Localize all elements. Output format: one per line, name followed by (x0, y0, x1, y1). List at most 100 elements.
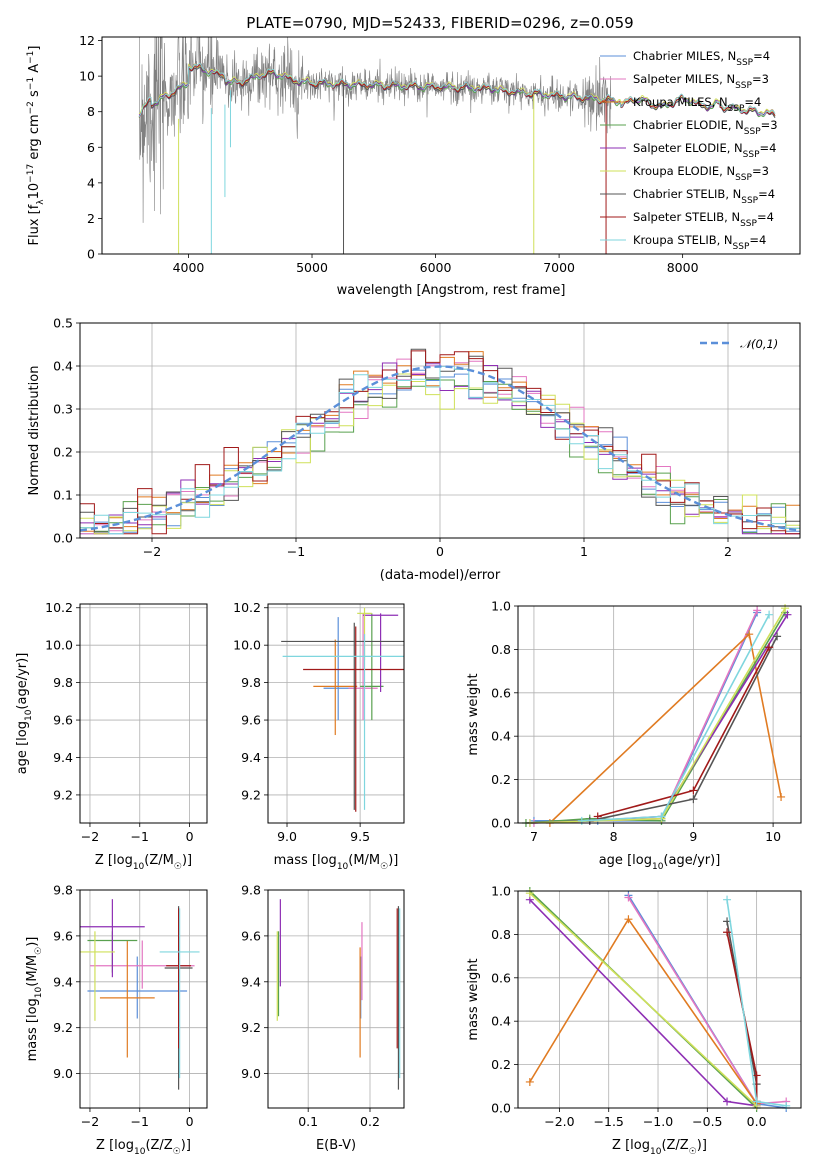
axes-frame (79, 889, 208, 1109)
mass-weight-marker (783, 610, 792, 619)
tick-label-y: 0.3 (53, 402, 73, 417)
tick-label-y: 0.5 (53, 316, 73, 331)
mass-weight-vs-age-panel: 7 8 9 10 0.0 0.2 0.4 0.6 0.8 1.0 age [log10(age/yr… (466, 599, 802, 872)
x-axis-label: Z [log10(Z/Z☉)] (612, 1138, 707, 1157)
mass-weight-marker (624, 893, 633, 902)
tick-label-x: 4000 (173, 260, 205, 275)
mass-weight-line (525, 612, 786, 824)
tick-label-y: 0.0 (53, 531, 73, 546)
tick-label-y: 10.2 (233, 600, 261, 615)
mass-weight-marker (752, 1097, 761, 1106)
residuals-panel: −2 −1 0 1 2 0.0 0.1 0.2 0.3 0.4 0.5 (data-model)/er… (27, 316, 801, 583)
mass-weight-marker (723, 895, 732, 904)
tick-label-y: 2 (87, 211, 95, 226)
mass-weight-line (529, 607, 786, 824)
mass-weight-marker (689, 786, 698, 795)
histogram-step (80, 365, 800, 535)
tick-label-x: −1 (131, 829, 149, 844)
mass-weight-marker (773, 632, 782, 641)
mass-weight-marker (765, 610, 774, 619)
model-spectrum (138, 63, 776, 118)
y-axis-label: age [log10(age/yr)] (15, 653, 34, 775)
spectrum-plot-area (138, 37, 776, 254)
x-axis-label: (data-model)/error (380, 568, 501, 583)
legend-entry: Chabrier STELIB, NSSP=4 (633, 187, 775, 206)
tick-label-x: −0.5 (692, 1114, 722, 1129)
figure-title: PLATE=0790, MJD=52433, FIBERID=0296, z=0… (246, 14, 633, 32)
y-axis-label: Flux [fλ10−17 erg cm−2 s−1 A−1] (26, 46, 46, 246)
tick-label-x: −1 (287, 544, 305, 559)
tick-label-y: 0.8 (491, 927, 511, 942)
tick-label-x: 7000 (543, 260, 575, 275)
tick-label-x: −1 (131, 1114, 149, 1129)
legend: 𝒩(0,1) (700, 337, 778, 351)
errorbar-area (276, 899, 401, 1090)
tick-label-y: 0.2 (491, 772, 511, 787)
histogram-step (80, 358, 800, 535)
axes-frame (267, 603, 405, 824)
tick-label-x: 5000 (296, 260, 328, 275)
tick-label-x: 9 (689, 829, 697, 844)
tick-label-x: 0.2 (360, 1114, 380, 1129)
legend-entry: Chabrier MILES, NSSP=4 (633, 49, 770, 68)
tick-label-x: −2.0 (544, 1114, 574, 1129)
mass-weight-marker (723, 928, 732, 937)
axes-frame (101, 36, 801, 255)
tick-label-y: 9.6 (241, 713, 261, 728)
legend-entry: Salpeter ELODIE, NSSP=4 (633, 141, 776, 160)
mass-weight-line (529, 892, 758, 1107)
tick-label-y: 0.4 (53, 359, 73, 374)
mass-weight-marker (689, 795, 698, 804)
histogram-area (80, 348, 800, 535)
mass-weight-marker (752, 1071, 761, 1080)
tick-label-y: 9.4 (53, 974, 73, 989)
tick-label-x: 1 (580, 544, 588, 559)
mass-weight-line (549, 632, 782, 824)
axes-frame (517, 890, 802, 1109)
mass-weight-marker (777, 792, 786, 801)
x-axis-label: wavelength [Angstrom, rest frame] (337, 283, 566, 298)
tick-label-y: 0.2 (491, 1057, 511, 1072)
tick-label-y: 12 (79, 33, 95, 48)
y-axis-label: mass weight (466, 958, 481, 1040)
axes-frame (79, 322, 801, 539)
errorbar-area (78, 608, 200, 812)
line-area (521, 604, 792, 827)
tick-label-y: 9.6 (53, 713, 73, 728)
y-axis-label: Normed distribution (27, 366, 42, 496)
axes-frame (79, 603, 208, 824)
tick-label-y: 8 (87, 104, 95, 119)
tick-label-y: 9.8 (53, 675, 73, 690)
mass-weight-marker (525, 1077, 534, 1086)
age-vs-Z-panel: −2 −1 0 9.2 9.4 9.6 9.8 10.0 10.2 Z [log10(Z/M☉)]… (15, 600, 208, 872)
tick-label-x: −1.5 (594, 1114, 624, 1129)
legend-entry: Kroupa MILES, NSSP=4 (633, 95, 761, 114)
x-axis-label: Z [log10(Z/Z☉)] (96, 1138, 191, 1157)
tick-label-x: 10 (765, 829, 781, 844)
tick-label-y: 9.6 (53, 928, 73, 943)
tick-label-y: 9.8 (241, 883, 261, 898)
tick-label-x: 0 (436, 544, 444, 559)
mass-vs-Z-panel: −2 −1 0 9.0 9.2 9.4 9.6 9.8 Z [log10(Z/Z☉)] mass … (25, 883, 208, 1157)
tick-label-x: 0 (186, 829, 194, 844)
tick-label-y: 9.2 (241, 1020, 261, 1035)
mass-weight-marker (723, 1097, 732, 1106)
x-axis-label: mass [log10(M/M☉)] (274, 853, 399, 872)
mass-weight-marker (657, 812, 666, 821)
legend-entry: 𝒩(0,1) (740, 337, 778, 351)
legend-entry: Salpeter MILES, NSSP=3 (633, 72, 769, 91)
tick-label-x: 0.1 (298, 1114, 318, 1129)
tick-label-y: 1.0 (491, 884, 511, 899)
tick-label-y: 0.4 (491, 1014, 511, 1029)
tick-label-y: 10.0 (45, 638, 73, 653)
axes-frame (517, 605, 802, 824)
spectrum-panel: 4000 5000 6000 7000 8000 0 2 4 6 8 10 12 wavelength … (26, 33, 801, 298)
axes-frame (267, 889, 405, 1109)
tick-label-x: −2 (81, 829, 99, 844)
tick-label-y: 0.6 (491, 970, 511, 985)
tick-label-y: 9.0 (53, 1066, 73, 1081)
tick-label-y: 9.2 (53, 1020, 73, 1035)
tick-label-y: 0.0 (491, 816, 511, 831)
mass-weight-marker (624, 915, 633, 924)
